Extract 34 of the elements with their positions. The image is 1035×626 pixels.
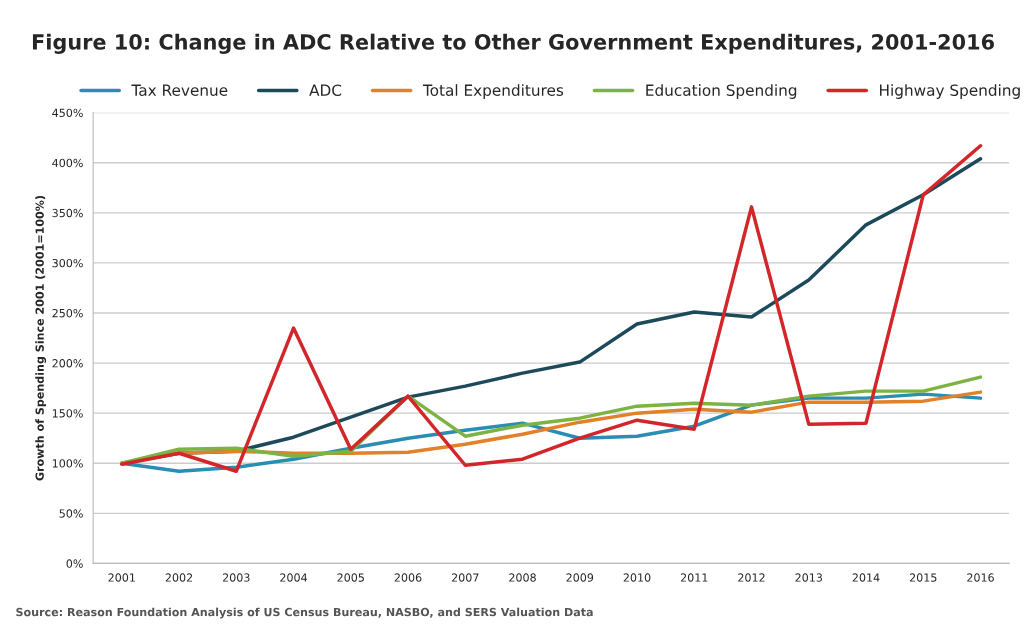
legend-label: Total Expenditures — [422, 84, 564, 99]
x-tick-label: 2009 — [566, 573, 594, 582]
x-tick-label: 2006 — [394, 573, 422, 582]
x-tick-label: 2015 — [909, 573, 937, 582]
x-tick-label: 2002 — [165, 573, 193, 582]
x-tick-label: 2003 — [222, 573, 250, 582]
y-tick-label: 450% — [52, 108, 83, 118]
chart-title: Figure 10: Change in ADC Relative to Other Government Expenditures, 2001-2016 — [32, 33, 994, 54]
y-tick-label: 50% — [59, 509, 83, 518]
x-tick-label: 2010 — [623, 573, 651, 582]
y-tick-label: 350% — [52, 208, 83, 218]
y-tick-label: 400% — [52, 158, 83, 168]
y-tick-label: 150% — [52, 409, 83, 418]
x-tick-label: 2014 — [852, 573, 880, 582]
legend-label: Highway Spending — [880, 84, 1020, 99]
x-tick-label: 2005 — [337, 573, 364, 582]
legend-label: Tax Revenue — [131, 84, 228, 96]
source-note: Source: Reason Foundation Analysis of US Census Bureau, NASBO, and SERS Valuation Data — [16, 607, 593, 619]
x-tick-label: 2013 — [795, 573, 822, 582]
y-tick-label: 100% — [52, 459, 83, 468]
y-tick-label: 200% — [52, 359, 83, 368]
legend-label: ADC — [309, 84, 342, 96]
x-tick-label: 2011 — [680, 573, 708, 582]
x-tick-label: 2007 — [451, 573, 479, 582]
y-tick-label: 250% — [52, 308, 83, 318]
x-tick-label: 2004 — [280, 573, 308, 582]
x-tick-label: 2012 — [738, 573, 765, 582]
x-tick-label: 2008 — [509, 573, 536, 582]
x-tick-label: 2016 — [967, 573, 994, 582]
y-axis-title: Growth of Spending Since 2001 (2001=100%) — [35, 195, 47, 481]
x-tick-label: 2001 — [108, 573, 135, 582]
legend-label: Education Spending — [646, 84, 797, 99]
y-tick-label: 0% — [66, 559, 83, 568]
y-tick-label: 300% — [52, 258, 83, 268]
